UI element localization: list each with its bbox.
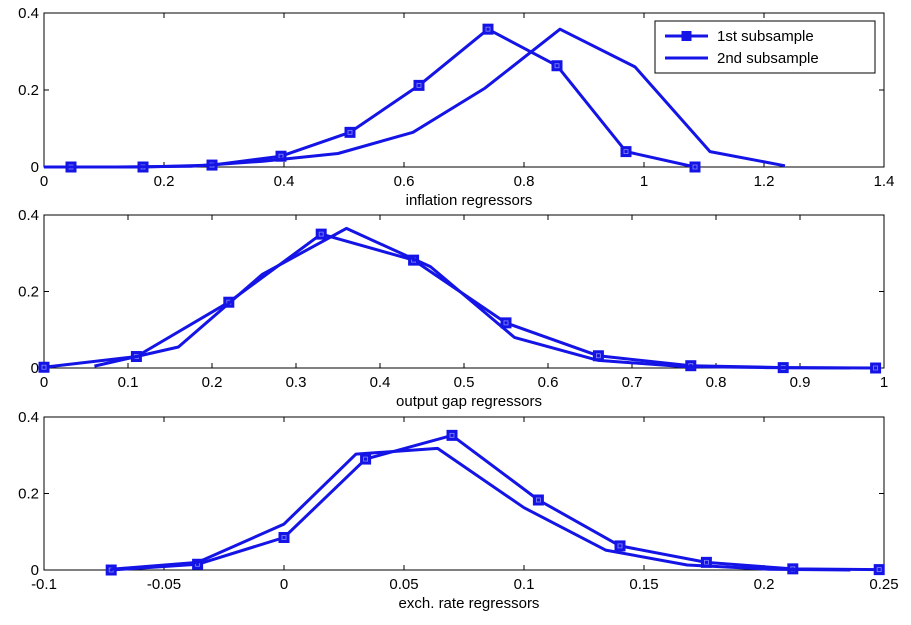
y-tick-label: 0.2 bbox=[18, 284, 39, 301]
x-axis-label: exch. rate regressors bbox=[399, 595, 540, 612]
data-point-inner bbox=[554, 63, 560, 69]
x-tick-label: 1.4 bbox=[874, 173, 895, 190]
y-tick-label: 0 bbox=[31, 562, 39, 579]
x-tick-label: 0.6 bbox=[538, 374, 559, 391]
data-point-inner bbox=[363, 456, 369, 462]
data-point bbox=[870, 362, 882, 374]
x-tick-label: 1.2 bbox=[754, 173, 775, 190]
data-point-inner bbox=[873, 365, 878, 371]
y-tick-label: 0.2 bbox=[18, 82, 39, 99]
data-point-inner bbox=[449, 432, 455, 438]
series-line-2 bbox=[111, 446, 851, 572]
data-point-inner bbox=[704, 559, 709, 565]
x-tick-label: 0.6 bbox=[394, 173, 415, 190]
data-point-inner bbox=[536, 497, 541, 503]
x-tick-label: 0.2 bbox=[202, 374, 223, 391]
y-tick-label: 0.4 bbox=[18, 207, 39, 224]
y-tick-label: 0.2 bbox=[18, 486, 39, 503]
x-tick-label: 0.9 bbox=[790, 374, 811, 391]
x-tick-label: 0.5 bbox=[454, 374, 475, 391]
x-tick-label: 0 bbox=[40, 374, 48, 391]
data-point bbox=[344, 126, 356, 138]
data-point bbox=[413, 79, 425, 91]
data-point bbox=[275, 150, 287, 162]
x-tick-label: 0.2 bbox=[754, 576, 775, 593]
data-point bbox=[278, 531, 290, 543]
y-tick-label: 0 bbox=[31, 159, 39, 176]
data-point bbox=[873, 564, 885, 576]
series-line-1 bbox=[111, 433, 880, 572]
series-line-2 bbox=[44, 27, 786, 169]
data-point-inner bbox=[623, 149, 629, 155]
data-point-inner bbox=[596, 353, 601, 359]
data-point-inner bbox=[416, 82, 422, 88]
axes-box bbox=[43, 214, 885, 369]
legend-label-2: 2nd subsample bbox=[717, 50, 819, 67]
x-tick-label: 1 bbox=[640, 173, 648, 190]
x-tick-label: 0.4 bbox=[370, 374, 391, 391]
data-point bbox=[551, 60, 563, 72]
legend-box bbox=[654, 20, 876, 74]
data-point-inner bbox=[485, 26, 491, 32]
data-point bbox=[614, 540, 626, 552]
legend-marker bbox=[681, 31, 692, 41]
x-tick-label: 0 bbox=[40, 173, 48, 190]
data-point bbox=[360, 453, 372, 465]
data-point bbox=[620, 146, 632, 158]
data-point-inner bbox=[347, 129, 353, 135]
data-point-inner bbox=[318, 231, 324, 237]
data-point bbox=[500, 317, 512, 329]
data-point bbox=[315, 228, 327, 240]
x-tick-label: 0.3 bbox=[286, 374, 307, 391]
data-point-inner bbox=[281, 535, 287, 540]
subplot-3: -0.1 -0.05 0 0.05 0.1 0.15 0.2 0.25 0 0.2 0.4 exch.… bbox=[18, 409, 898, 612]
subplot-2: 0 0.1 0.2 0.3 0.4 0.5 0.6 0.7 0.8 0.9 1 0 0.2 0.4 outp… bbox=[18, 207, 888, 410]
subplot-1: 0 0.2 0.4 0.6 0.8 1 1.2 1.4 0 0.2 0.4 inflation reg… bbox=[18, 5, 894, 209]
data-point-inner bbox=[617, 543, 623, 549]
y-tick-label: 0 bbox=[31, 360, 39, 377]
x-tick-label: 0.8 bbox=[514, 173, 535, 190]
x-tick-label: 0.4 bbox=[274, 173, 295, 190]
x-tick-label: 0.05 bbox=[389, 576, 418, 593]
x-tick-label: 0 bbox=[280, 576, 288, 593]
x-axis-label: output gap regressors bbox=[396, 393, 542, 410]
data-point bbox=[38, 361, 50, 373]
data-point-inner bbox=[41, 364, 47, 370]
y-tick-label: 0.4 bbox=[18, 409, 39, 426]
x-tick-label: 0.1 bbox=[514, 576, 535, 593]
data-point-inner bbox=[503, 320, 509, 326]
axes-box bbox=[43, 416, 885, 571]
y-tick-label: 0.4 bbox=[18, 5, 39, 22]
data-point bbox=[532, 494, 544, 506]
x-tick-label: -0.05 bbox=[147, 576, 181, 593]
x-axis-label: inflation regressors bbox=[406, 192, 533, 209]
x-tick-label: 0.25 bbox=[869, 576, 898, 593]
x-tick-label: 0.7 bbox=[622, 374, 643, 391]
data-point bbox=[482, 23, 494, 35]
x-tick-label: 0.8 bbox=[706, 374, 727, 391]
x-tick-label: 1 bbox=[880, 374, 888, 391]
x-tick-label: 0.15 bbox=[629, 576, 658, 593]
data-point bbox=[689, 161, 701, 173]
series-line-2 bbox=[94, 226, 851, 370]
legend-label-1: 1st subsample bbox=[717, 28, 814, 45]
legend: 1st subsample 2nd subsample bbox=[654, 20, 876, 74]
x-tick-label: 0.1 bbox=[118, 374, 139, 391]
data-point-inner bbox=[876, 567, 882, 573]
data-point bbox=[446, 429, 458, 441]
data-point-inner bbox=[692, 164, 698, 170]
x-tick-label: 0.2 bbox=[154, 173, 175, 190]
x-tick-label: -0.1 bbox=[31, 576, 57, 593]
